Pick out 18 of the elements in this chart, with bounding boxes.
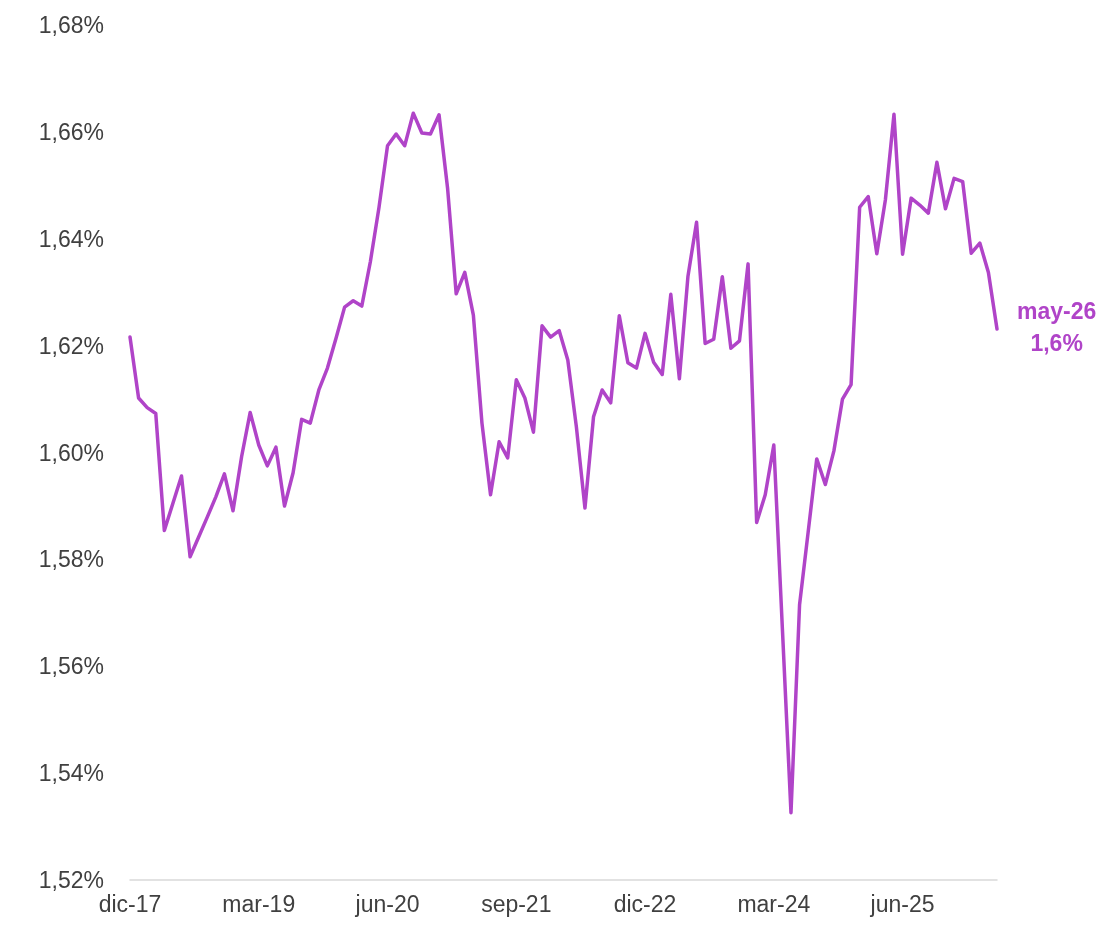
y-tick-label: 1,54% [38, 760, 104, 787]
x-tick-label: jun-25 [869, 890, 935, 917]
text: may-26 1,6% [1017, 298, 1097, 357]
y-tick-label: 1,58% [38, 546, 104, 573]
x-tick-label: sep-21 [481, 890, 552, 917]
y-tick-label: 1,52% [38, 867, 104, 893]
x-tick-label: mar-24 [737, 890, 811, 917]
x-tick-label: dic-22 [613, 890, 677, 917]
x-tick-label: mar-19 [222, 890, 296, 917]
x-tick-label: jun-20 [354, 890, 420, 917]
y-tick-label: 1,56% [38, 653, 104, 680]
y-tick-label: 1,68% [38, 12, 104, 38]
y-tick-label: 1,62% [38, 332, 104, 359]
x-tick-label: dic-17 [98, 890, 162, 917]
y-tick-label: 1,66% [38, 118, 104, 145]
y-tick-label: 1,64% [38, 225, 104, 252]
line-series [128, 111, 999, 815]
y-tick-label: 1,60% [38, 439, 104, 466]
